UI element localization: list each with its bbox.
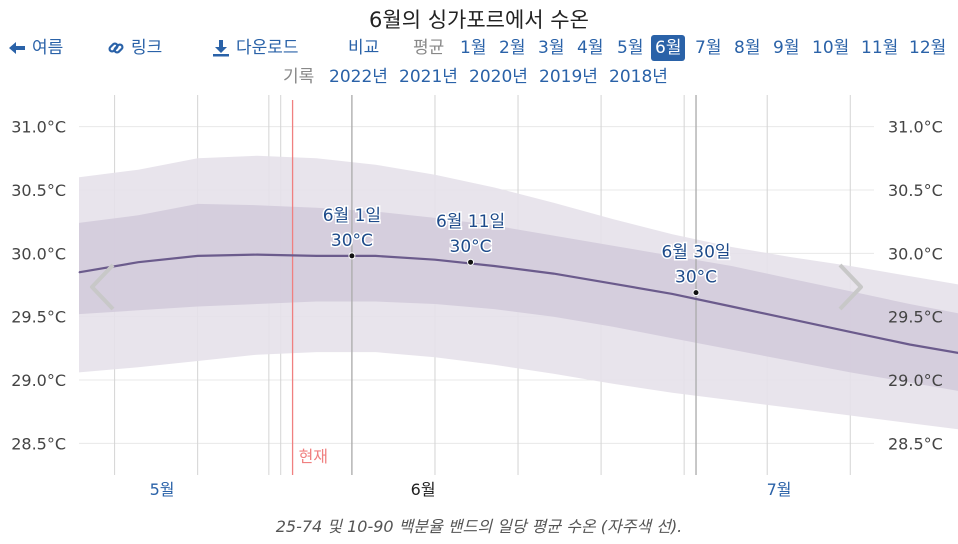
yaxis-left-tick-2: 30.0°C xyxy=(11,244,66,263)
yaxis-right-tick-5: 28.5°C xyxy=(888,434,943,453)
now-label: 현재 xyxy=(299,447,328,466)
annotations: 6월 1일 30°C 6월 11일 30°C 6월 30일 30°C xyxy=(321,204,732,297)
arrow-left-icon xyxy=(9,42,25,54)
next-arrow[interactable] xyxy=(838,263,863,311)
prev-arrow[interactable] xyxy=(90,263,115,311)
chevron-left-icon xyxy=(90,263,115,311)
back-label: 여름 xyxy=(32,38,64,58)
record-years-bar: 기록 2022년 2021년 2020년 2019년 2018년 xyxy=(0,64,958,90)
data-point-5 xyxy=(375,255,377,257)
annotation-point-0 xyxy=(348,252,356,260)
yaxis-left-tick-1: 30.5°C xyxy=(11,181,66,200)
compare-link[interactable]: 비교 xyxy=(348,38,380,58)
month-link-8[interactable]: 8월 xyxy=(734,38,761,58)
yaxis-left-tick-4: 29.0°C xyxy=(11,371,66,390)
data-point-14 xyxy=(909,344,911,346)
data-point-4 xyxy=(315,255,317,257)
y-axis-right: 31.0°C 30.5°C 30.0°C 29.5°C 29.0°C 28.5°C xyxy=(888,118,943,454)
navigation-bar: 여름 링크 다운로드 비교 평균 1월 2월 3월 4월 5월 6월 7월 8월… xyxy=(0,35,958,61)
yaxis-left-tick-5: 28.5°C xyxy=(11,434,66,453)
year-link-2020[interactable]: 2020년 xyxy=(469,67,528,87)
yaxis-right-tick-3: 29.5°C xyxy=(888,308,943,327)
annotation-date-2: 6월 30일 xyxy=(661,243,730,263)
annotation-date-1: 6월 11일 xyxy=(436,212,505,232)
mean-temperature-line xyxy=(78,253,958,354)
yaxis-right-tick-4: 29.0°C xyxy=(888,371,943,390)
annotation-value-0: 30°C xyxy=(331,231,373,251)
data-point-1 xyxy=(137,261,139,263)
year-link-2022[interactable]: 2022년 xyxy=(329,67,388,87)
y-axis-left: 31.0°C 30.5°C 30.0°C 29.5°C 29.0°C 28.5°C xyxy=(11,118,66,454)
annotation-value-2: 30°C xyxy=(675,268,717,288)
month-link-7[interactable]: 7월 xyxy=(695,38,722,58)
data-point-0 xyxy=(78,271,80,273)
month-link-4[interactable]: 4월 xyxy=(577,38,604,58)
month-link-6-selected[interactable]: 6월 xyxy=(651,35,686,61)
yaxis-right-tick-1: 30.5°C xyxy=(888,181,943,200)
record-label: 기록 xyxy=(283,67,315,87)
annotation-date-0: 6월 1일 xyxy=(323,206,381,226)
download-icon xyxy=(213,40,229,57)
data-point-9 xyxy=(612,283,614,285)
year-link-2021[interactable]: 2021년 xyxy=(399,67,458,87)
month-link-12[interactable]: 12월 xyxy=(909,38,947,58)
data-point-10 xyxy=(671,293,673,295)
band-25-75 xyxy=(79,203,958,391)
data-point-12 xyxy=(790,318,792,320)
yaxis-left-tick-0: 31.0°C xyxy=(11,118,66,137)
data-point-2 xyxy=(197,255,199,257)
month-link-2[interactable]: 2월 xyxy=(499,38,526,58)
yaxis-right-tick-0: 31.0°C xyxy=(888,118,943,137)
chart-caption: 25-74 및 10-90 백분율 밴드의 일당 평균 수온 (자주색 선). xyxy=(275,517,683,536)
vertical-markers: 현재 xyxy=(291,95,697,475)
back-to-summer-link[interactable]: 여름 xyxy=(8,35,63,61)
data-point-6 xyxy=(434,259,436,261)
month-label-0: 5월 xyxy=(150,480,175,499)
page-title: 6월의 싱가포르에서 수온 xyxy=(369,8,589,32)
year-link-2019[interactable]: 2019년 xyxy=(539,67,598,87)
month-link-5[interactable]: 5월 xyxy=(617,38,644,58)
average-label: 평균 xyxy=(413,38,445,58)
download-label: 다운로드 xyxy=(236,38,299,58)
yaxis-right-tick-2: 30.0°C xyxy=(888,244,943,263)
data-point-7 xyxy=(493,265,495,267)
year-link-2018[interactable]: 2018년 xyxy=(609,67,668,87)
month-link-9[interactable]: 9월 xyxy=(773,38,800,58)
data-point-3 xyxy=(256,254,258,256)
month-link-10[interactable]: 10월 xyxy=(812,38,850,58)
link-button[interactable]: 링크 xyxy=(107,35,162,61)
month-link-3[interactable]: 3월 xyxy=(538,38,565,58)
month-label-1: 6월 xyxy=(411,480,436,499)
download-button[interactable]: 다운로드 xyxy=(212,35,299,61)
annotation-point-2 xyxy=(692,289,700,297)
data-point-8 xyxy=(553,273,555,275)
chevron-right-icon xyxy=(838,263,863,311)
link-icon xyxy=(108,42,124,54)
data-point-13 xyxy=(849,331,851,333)
percentile-bands xyxy=(79,155,958,430)
x-axis: 5월 6월 7월 xyxy=(150,480,792,499)
data-point-11 xyxy=(731,306,733,308)
month-link-11[interactable]: 11월 xyxy=(861,38,899,58)
annotation-value-1: 30°C xyxy=(450,237,492,257)
water-temperature-chart: 현재 31.0°C30.5°C30.0°C29.5°C29.0°C28.5°C … xyxy=(11,95,958,499)
month-label-2: 7월 xyxy=(767,480,792,499)
annotation-point-1 xyxy=(467,258,475,266)
month-link-1[interactable]: 1월 xyxy=(460,38,487,58)
series-layer xyxy=(78,253,958,354)
yaxis-left-tick-3: 29.5°C xyxy=(11,308,66,327)
link-label: 링크 xyxy=(131,38,163,58)
